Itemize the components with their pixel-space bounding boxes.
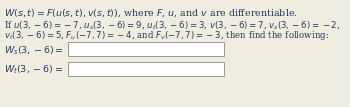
FancyBboxPatch shape (68, 42, 224, 56)
Text: $W_t(3, -6) =$: $W_t(3, -6) =$ (4, 64, 63, 77)
Text: $v_t(3, -6) = 5$, $F_u(-7, 7) = -4$, and $F_v(-7, 7) = -3$, then find the follow: $v_t(3, -6) = 5$, $F_u(-7, 7) = -4$, and… (4, 29, 329, 42)
Text: $W(s, t) = F(u(s, t), v(s, t))$, where $F$, $u$, and $v$ are differentiable.: $W(s, t) = F(u(s, t), v(s, t))$, where $… (4, 7, 298, 19)
Text: If $u(3, -6) = -7$, $u_s(3, -6) = 9$, $u_t(3, -6) = 3$, $v(3, -6) = 7$, $v_s(3, : If $u(3, -6) = -7$, $u_s(3, -6) = 9$, $u… (4, 19, 341, 31)
Text: $W_s(3, -6) =$: $W_s(3, -6) =$ (4, 44, 64, 56)
FancyBboxPatch shape (68, 62, 224, 76)
